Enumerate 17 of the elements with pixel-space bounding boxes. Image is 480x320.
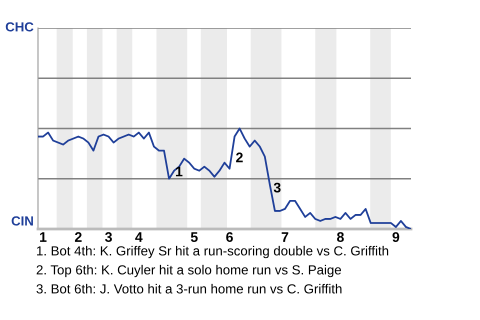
x-tick-label: 4 [135,232,143,242]
text: 1. Bot 4th: K. Griffey Sr hit a run-scoring double vs C. Griffith [37,246,388,258]
x-tick-label: 7 [282,232,288,242]
annotation: 2 [236,152,243,162]
x-tick-label: 9 [392,232,400,242]
x-tick-label: 3 [105,232,112,242]
x-tick-label: 2 [74,232,82,242]
annotation: 3 [274,182,281,193]
x-tick-label: 5 [190,232,198,242]
text: 3. Bot 6th: J. Votto hit a 3-run home run vs C. Griffith [36,284,342,294]
x-tick-label: 1 [40,232,47,242]
annotation: 1 [176,166,182,176]
x-tick-label: 6 [226,232,233,242]
text: CHC [6,22,34,32]
x-tick-label: 8 [337,232,344,242]
text: 2. Top 6th: K. Cuyler hit a solo home run vs S. Paige [36,264,342,278]
text: CIN [12,216,33,226]
